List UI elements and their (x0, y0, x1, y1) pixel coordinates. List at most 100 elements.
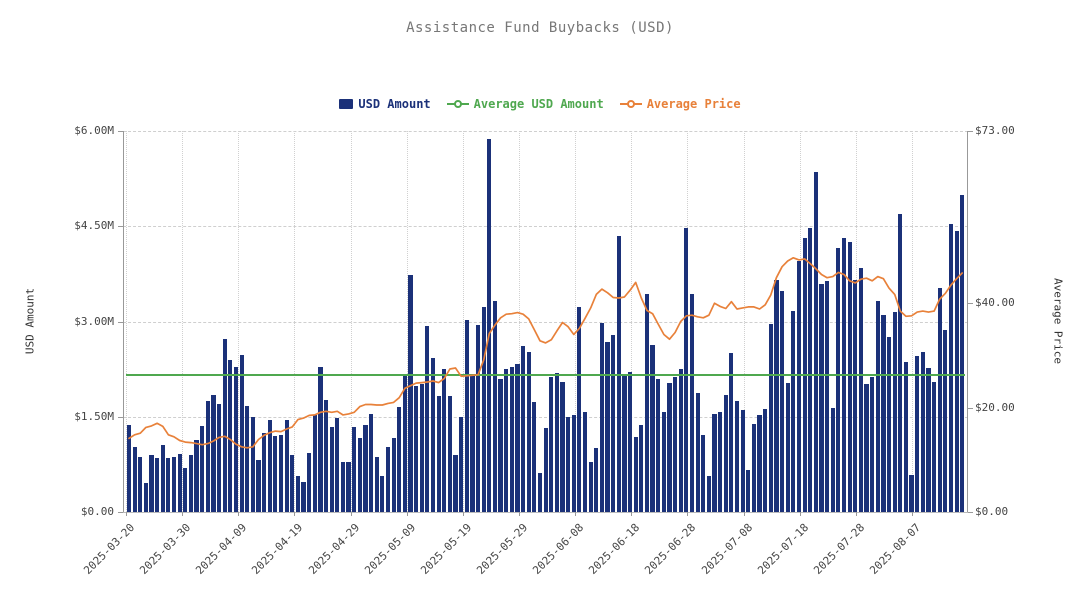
usd-amount-bar[interactable] (126, 425, 132, 512)
usd-amount-bar[interactable] (673, 376, 678, 512)
usd-amount-bar[interactable] (931, 382, 937, 512)
usd-amount-bar[interactable] (166, 458, 171, 512)
usd-amount-bar[interactable] (301, 481, 306, 512)
average-price-line[interactable] (123, 131, 968, 512)
usd-amount-bar[interactable] (611, 334, 616, 512)
usd-amount-bar[interactable] (228, 360, 233, 512)
usd-amount-bar[interactable] (948, 224, 954, 512)
usd-amount-bar[interactable] (656, 378, 661, 512)
usd-amount-bar[interactable] (391, 438, 396, 512)
usd-amount-bar[interactable] (352, 426, 357, 512)
usd-amount-bar[interactable] (487, 139, 492, 512)
usd-amount-bar[interactable] (509, 367, 514, 512)
usd-amount-bar[interactable] (954, 231, 959, 512)
usd-amount-bar[interactable] (459, 416, 464, 512)
usd-amount-bar[interactable] (689, 293, 695, 512)
usd-amount-bar[interactable] (481, 306, 486, 512)
usd-amount-bar[interactable] (436, 396, 441, 512)
usd-amount-bar[interactable] (453, 454, 458, 512)
usd-amount-bar[interactable] (594, 447, 599, 512)
usd-amount-bar[interactable] (363, 425, 368, 512)
usd-amount-bar[interactable] (357, 438, 362, 512)
usd-amount-bar[interactable] (644, 294, 650, 512)
usd-amount-bar[interactable] (779, 291, 785, 512)
usd-amount-bar[interactable] (205, 400, 210, 512)
usd-amount-bar[interactable] (785, 383, 790, 512)
usd-amount-bar[interactable] (903, 362, 909, 512)
usd-amount-bar[interactable] (425, 325, 430, 512)
usd-amount-bar[interactable] (222, 339, 227, 512)
usd-amount-bar[interactable] (701, 435, 706, 512)
usd-amount-bar[interactable] (599, 323, 604, 512)
usd-amount-bar[interactable] (718, 412, 723, 512)
usd-amount-bar[interactable] (329, 426, 334, 512)
usd-amount-bar[interactable] (143, 482, 148, 512)
usd-amount-bar[interactable] (892, 311, 897, 512)
usd-amount-bar[interactable] (526, 351, 531, 512)
usd-amount-bar[interactable] (639, 425, 644, 512)
usd-amount-bar[interactable] (650, 345, 655, 512)
usd-amount-bar[interactable] (836, 248, 841, 512)
usd-amount-bar[interactable] (791, 310, 796, 512)
usd-amount-bar[interactable] (915, 355, 920, 512)
usd-amount-bar[interactable] (796, 261, 802, 512)
usd-amount-bar[interactable] (430, 358, 436, 512)
usd-amount-bar[interactable] (549, 376, 554, 512)
usd-amount-bar[interactable] (521, 345, 526, 512)
usd-amount-bar[interactable] (937, 288, 942, 512)
usd-amount-bar[interactable] (155, 458, 160, 512)
usd-amount-bar[interactable] (740, 409, 745, 512)
usd-amount-bar[interactable] (633, 437, 638, 512)
usd-amount-bar[interactable] (757, 414, 762, 512)
usd-amount-bar[interactable] (239, 355, 244, 512)
usd-amount-bar[interactable] (368, 413, 374, 512)
usd-amount-bar[interactable] (346, 461, 351, 512)
usd-amount-bar[interactable] (475, 324, 481, 512)
usd-amount-bar[interactable] (554, 372, 559, 512)
usd-amount-bar[interactable] (397, 406, 402, 512)
usd-amount-bar[interactable] (706, 476, 711, 512)
usd-amount-bar[interactable] (532, 401, 537, 512)
usd-amount-bar[interactable] (183, 468, 188, 512)
usd-amount-bar[interactable] (245, 405, 250, 512)
usd-amount-bar[interactable] (335, 418, 340, 512)
usd-amount-bar[interactable] (588, 461, 593, 512)
usd-amount-bar[interactable] (515, 364, 520, 512)
usd-amount-bar[interactable] (898, 214, 903, 512)
legend-item-average-usd-amount[interactable]: Average USD Amount (446, 97, 604, 111)
usd-amount-bar[interactable] (774, 280, 779, 512)
usd-amount-bar[interactable] (960, 194, 965, 512)
usd-amount-bar[interactable] (582, 412, 588, 512)
usd-amount-bar[interactable] (414, 385, 419, 512)
usd-amount-bar[interactable] (132, 446, 137, 512)
usd-amount-bar[interactable] (870, 376, 875, 512)
usd-amount-bar[interactable] (200, 426, 205, 512)
usd-amount-bar[interactable] (920, 351, 925, 512)
usd-amount-bar[interactable] (233, 367, 239, 512)
usd-amount-bar[interactable] (577, 306, 582, 512)
usd-amount-bar[interactable] (661, 411, 666, 512)
usd-amount-bar[interactable] (340, 461, 346, 512)
usd-amount-bar[interactable] (746, 470, 751, 512)
usd-amount-bar[interactable] (825, 280, 830, 512)
usd-amount-bar[interactable] (695, 393, 700, 512)
usd-amount-bar[interactable] (273, 436, 278, 512)
usd-amount-bar[interactable] (734, 400, 740, 512)
legend-item-average-price[interactable]: Average Price (619, 97, 741, 111)
usd-amount-bar[interactable] (149, 454, 154, 512)
usd-amount-bar[interactable] (875, 301, 880, 512)
usd-amount-bar[interactable] (729, 353, 734, 512)
legend-item-usd-amount[interactable]: USD Amount (339, 97, 431, 111)
usd-amount-bar[interactable] (943, 329, 948, 512)
usd-amount-bar[interactable] (819, 284, 824, 512)
usd-amount-bar[interactable] (492, 301, 498, 512)
usd-amount-bar[interactable] (560, 381, 565, 512)
usd-amount-bar[interactable] (419, 383, 424, 512)
usd-amount-bar[interactable] (447, 396, 452, 512)
usd-amount-bar[interactable] (385, 446, 391, 512)
usd-amount-bar[interactable] (470, 373, 475, 512)
usd-amount-bar[interactable] (813, 172, 818, 512)
usd-amount-bar[interactable] (909, 474, 914, 512)
usd-amount-bar[interactable] (537, 473, 543, 512)
usd-amount-bar[interactable] (380, 476, 385, 512)
